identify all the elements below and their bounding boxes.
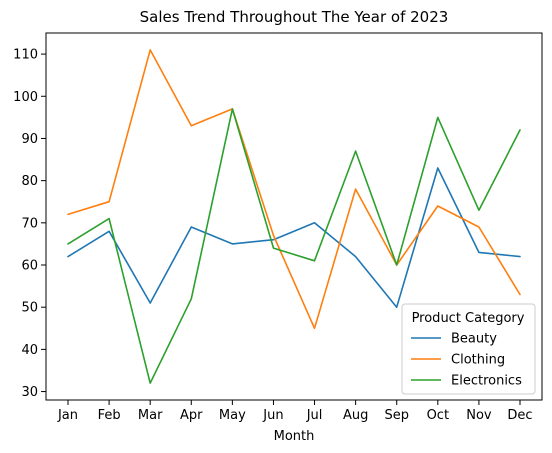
x-tick-label: Nov	[466, 408, 492, 423]
legend-label-beauty: Beauty	[451, 332, 497, 347]
x-tick-label: Feb	[98, 408, 121, 423]
x-tick-label: Sep	[384, 408, 409, 423]
series-line-electronics	[67, 108, 521, 384]
x-tick-label: Jan	[57, 408, 78, 423]
x-tick-label: Aug	[343, 408, 368, 423]
y-tick-label: 90	[21, 132, 38, 147]
x-tick-label: Apr	[180, 408, 203, 423]
chart-title: Sales Trend Throughout The Year of 2023	[140, 8, 449, 26]
legend: Product Category Beauty Clothing Electroni…	[401, 303, 536, 395]
x-tick-label: Jul	[306, 408, 323, 423]
y-tick-label: 110	[13, 48, 38, 63]
plot-area	[67, 49, 521, 384]
y-axis: 30 40 50 60 70 80 90 100 110	[13, 48, 46, 400]
series-line-beauty	[67, 167, 521, 309]
legend-label-electronics: Electronics	[451, 374, 522, 389]
y-tick-label: 80	[21, 174, 38, 189]
series-line-clothing	[67, 49, 521, 330]
plot-frame	[45, 32, 543, 401]
x-tick-label: May	[219, 408, 246, 423]
x-tick-label: Jun	[262, 408, 283, 423]
legend-label-clothing: Clothing	[451, 353, 505, 368]
legend-box	[401, 303, 536, 395]
y-tick-label: 100	[13, 90, 38, 105]
y-tick-label: 70	[21, 216, 38, 231]
y-tick-label: 50	[21, 301, 38, 316]
y-tick-label: 60	[21, 259, 38, 274]
x-tick-label: Dec	[507, 408, 532, 423]
x-axis-label: Month	[274, 429, 315, 444]
x-tick-label: Oct	[427, 408, 449, 423]
x-axis: Jan Feb Mar Apr May Jun Jul Aug Sep Oct Nov Dec	[57, 400, 533, 423]
legend-title: Product Category	[412, 311, 525, 326]
y-tick-label: 30	[21, 385, 38, 400]
x-tick-label: Mar	[138, 408, 163, 423]
y-tick-label: 40	[21, 343, 38, 358]
